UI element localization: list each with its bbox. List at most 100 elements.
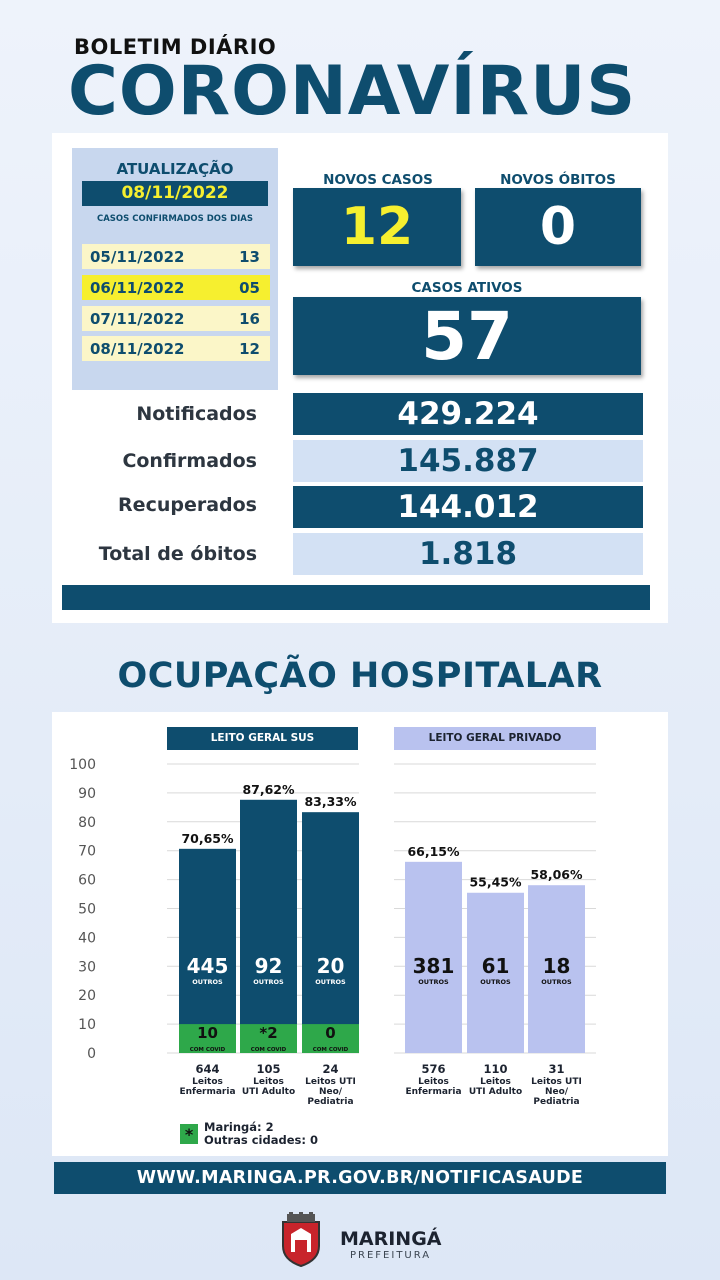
bar-others-label: OUTROS bbox=[418, 978, 449, 986]
bar-others-label: OUTROS bbox=[315, 978, 346, 986]
day-date: 08/11/2022 bbox=[90, 340, 185, 358]
bar-bed-type-label: Neo/ bbox=[545, 1087, 569, 1097]
y-tick-label: 10 bbox=[78, 1017, 96, 1033]
update-date: 08/11/2022 bbox=[82, 181, 268, 206]
bar-others-value: 381 bbox=[413, 954, 455, 978]
bar-others-label: OUTROS bbox=[253, 978, 284, 986]
day-count: 13 bbox=[239, 248, 260, 266]
bar-bed-type-label: UTI Adulto bbox=[469, 1087, 522, 1097]
y-tick-label: 0 bbox=[87, 1046, 96, 1062]
bar-covid-segment bbox=[302, 1024, 359, 1053]
bar-covid-segment bbox=[240, 1024, 297, 1053]
bar-bed-type-label: Pediatria bbox=[533, 1097, 579, 1107]
private-group-label: LEITO GERAL PRIVADO bbox=[394, 727, 596, 750]
sus-group-label: LEITO GERAL SUS bbox=[167, 727, 358, 750]
new-cases-label: NOVOS CASOS bbox=[323, 172, 433, 188]
active-cases-value: 57 bbox=[293, 297, 641, 375]
stat-value-notified: 429.224 bbox=[293, 393, 643, 435]
bar-bed-type-label: Neo/ bbox=[319, 1087, 343, 1097]
bar-total-beds: 105 bbox=[256, 1062, 280, 1076]
y-tick-label: 100 bbox=[69, 757, 96, 773]
stat-label-confirmed: Confirmados bbox=[122, 450, 257, 472]
page-title: CORONAVÍRUS bbox=[68, 52, 637, 131]
bulletin-subtitle: BOLETIM DIÁRIO bbox=[74, 35, 277, 59]
bar-others-label: OUTROS bbox=[192, 978, 223, 986]
bar-bed-type-label: Enfermaria bbox=[405, 1087, 461, 1097]
day-row: 08/11/2022 12 bbox=[82, 336, 270, 361]
bar-covid-value: *2 bbox=[259, 1024, 277, 1042]
bar-occupancy bbox=[240, 799, 297, 1053]
bar-others-value: 18 bbox=[543, 954, 571, 978]
occupancy-title: OCUPAÇÃO HOSPITALAR bbox=[117, 656, 603, 696]
stat-label-notified: Notificados bbox=[136, 403, 257, 425]
bar-bed-type-label: UTI Adulto bbox=[242, 1087, 295, 1097]
bar-occupancy bbox=[528, 885, 585, 1053]
stat-value-deaths: 1.818 bbox=[293, 533, 643, 575]
bar-total-beds: 31 bbox=[548, 1062, 564, 1076]
bar-percent-label: 83,33% bbox=[304, 794, 357, 809]
notification-url[interactable]: WWW.MARINGA.PR.GOV.BR/NOTIFICASAUDE bbox=[54, 1162, 666, 1194]
bar-occupancy bbox=[302, 812, 359, 1053]
active-cases-label: CASOS ATIVOS bbox=[411, 280, 523, 296]
bar-covid-label: COM COVID bbox=[190, 1047, 226, 1053]
bar-percent-label: 58,06% bbox=[530, 867, 583, 882]
y-tick-label: 20 bbox=[78, 988, 96, 1004]
bar-total-beds: 644 bbox=[195, 1062, 219, 1076]
bar-bed-type-label: Leitos UTI bbox=[531, 1077, 582, 1087]
bar-bed-type-label: Enfermaria bbox=[179, 1087, 235, 1097]
bar-covid-value: 0 bbox=[325, 1024, 335, 1042]
legend-line-maringa: Maringá: 2 bbox=[204, 1120, 274, 1134]
legend-line-others: Outras cidades: 0 bbox=[204, 1133, 318, 1147]
bar-total-beds: 576 bbox=[421, 1062, 445, 1076]
bar-covid-label: COM COVID bbox=[251, 1047, 287, 1053]
y-tick-label: 70 bbox=[78, 844, 96, 860]
bar-others-value: 20 bbox=[317, 954, 345, 978]
bar-occupancy bbox=[179, 848, 236, 1053]
update-subtitle: CASOS CONFIRMADOS DOS DIAS bbox=[96, 214, 254, 224]
y-tick-label: 60 bbox=[78, 873, 96, 889]
day-row: 07/11/2022 16 bbox=[82, 306, 270, 331]
bar-percent-label: 55,45% bbox=[469, 875, 522, 890]
city-coat-of-arms-icon bbox=[282, 1212, 320, 1268]
bar-bed-type-label: Leitos bbox=[480, 1077, 511, 1087]
day-date: 07/11/2022 bbox=[90, 310, 185, 328]
stat-value-confirmed: 145.887 bbox=[293, 440, 643, 482]
day-count: 12 bbox=[239, 340, 260, 358]
bar-bed-type-label: Leitos bbox=[418, 1077, 449, 1087]
bar-bed-type-label: Leitos UTI bbox=[305, 1077, 356, 1087]
asterisk-legend-icon: * bbox=[180, 1124, 198, 1144]
legend-text: Maringá: 2 Outras cidades: 0 bbox=[204, 1121, 318, 1147]
y-tick-label: 40 bbox=[78, 930, 96, 946]
bar-bed-type-label: Pediatria bbox=[307, 1097, 353, 1107]
stat-value-recovered: 144.012 bbox=[293, 486, 643, 528]
bar-covid-segment bbox=[179, 1024, 236, 1053]
day-row-highlight: 06/11/2022 05 bbox=[82, 275, 270, 300]
y-tick-label: 50 bbox=[78, 902, 96, 918]
bar-bed-type-label: Leitos bbox=[192, 1077, 223, 1087]
bar-bed-type-label: Leitos bbox=[253, 1077, 284, 1087]
bar-others-value: 445 bbox=[187, 954, 229, 978]
bar-covid-value: 10 bbox=[197, 1024, 218, 1042]
day-date: 05/11/2022 bbox=[90, 248, 185, 266]
new-deaths-value: 0 bbox=[475, 188, 641, 266]
bar-others-value: 61 bbox=[482, 954, 510, 978]
bar-percent-label: 66,15% bbox=[407, 844, 460, 859]
new-cases-value: 12 bbox=[293, 188, 461, 266]
new-deaths-label: NOVOS ÓBITOS bbox=[500, 172, 616, 188]
bar-others-label: OUTROS bbox=[480, 978, 511, 986]
bar-occupancy bbox=[467, 892, 524, 1053]
bar-percent-label: 87,62% bbox=[242, 782, 295, 797]
bar-total-beds: 24 bbox=[322, 1062, 338, 1076]
city-name-logo: MARINGÁ bbox=[340, 1228, 442, 1250]
bar-occupancy bbox=[405, 861, 462, 1053]
y-tick-label: 80 bbox=[78, 815, 96, 831]
bar-others-label: OUTROS bbox=[541, 978, 572, 986]
bar-total-beds: 110 bbox=[483, 1062, 507, 1076]
day-count: 16 bbox=[239, 310, 260, 328]
y-tick-label: 30 bbox=[78, 959, 96, 975]
stat-label-recovered: Recuperados bbox=[118, 494, 257, 516]
stat-label-deaths: Total de óbitos bbox=[98, 543, 257, 565]
update-label: ATUALIZAÇÃO bbox=[116, 160, 234, 178]
bar-others-value: 92 bbox=[255, 954, 283, 978]
